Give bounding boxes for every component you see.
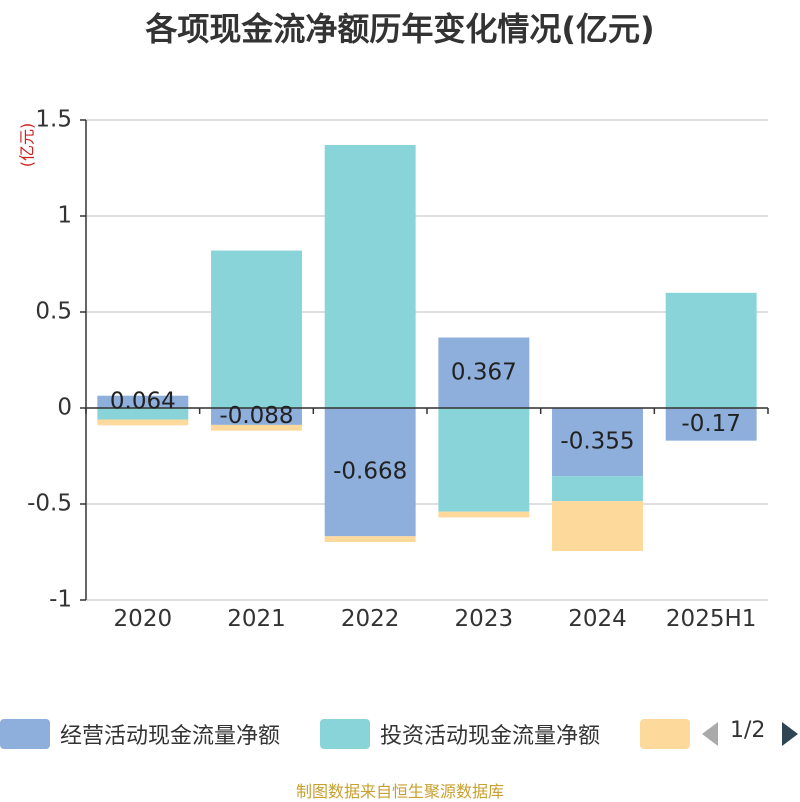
bar-series3-2023 [438, 511, 530, 518]
data-label: 0.064 [110, 388, 176, 414]
legend-item-2[interactable]: 投资活动现金流量净额 [320, 714, 600, 754]
label-layer: 0.064 -0.088 -0.668 0.367 -0.355 -0.17 [110, 359, 741, 484]
x-tick-label: 2025H1 [666, 606, 756, 632]
legend-label: 经营活动现金流量净额 [60, 724, 281, 749]
y-tick-label: -0.5 [27, 491, 72, 517]
bar-series1-2025H1 [665, 408, 757, 441]
bar-series1-2020 [97, 395, 189, 408]
x-tick-label: 2022 [341, 606, 400, 632]
bar-series1-2022 [324, 408, 416, 537]
data-label: -0.17 [681, 411, 741, 437]
legend: 经营活动现金流量净额 投资活动现金流量净额 [0, 714, 800, 754]
bar-series1-2021 [211, 408, 302, 425]
bar-series2-2021 [211, 250, 302, 408]
bar-series2-2020 [97, 408, 189, 420]
legend-label: 投资活动现金流量净额 [380, 724, 601, 749]
bar-layer [97, 144, 757, 552]
y-axis-unit: (亿元) [18, 123, 37, 168]
legend-swatch [640, 719, 690, 749]
y-tick-label: 1.5 [35, 107, 72, 133]
x-tick-label: 2020 [114, 606, 173, 632]
pager-prev-icon[interactable] [702, 722, 718, 746]
data-label: -0.355 [560, 429, 634, 455]
bar-series2-2022 [324, 144, 416, 408]
y-tick-label: 0 [57, 395, 72, 421]
legend-item-1[interactable]: 经营活动现金流量净额 [0, 714, 280, 754]
legend-swatch [320, 719, 370, 749]
bar-series3-2024 [552, 501, 643, 552]
data-label: 0.367 [451, 359, 517, 385]
x-tick-label: 2024 [568, 606, 627, 632]
legend-pager: 1/2 [700, 716, 800, 752]
y-tick-label: 1 [57, 203, 72, 229]
chart-title: 各项现金流净额历年变化情况(亿元) [145, 10, 655, 48]
bar-series3-2020 [97, 419, 189, 426]
bar-series1-2024 [552, 408, 643, 477]
axis-layer: -1 -0.5 0 0.5 1 1.5 2020 2021 2022 2023 2024 2025H1 [27, 107, 769, 632]
bar-series1-2023 [438, 337, 530, 408]
bar-series2-2024 [552, 476, 643, 502]
data-label: -0.668 [333, 459, 407, 485]
bar-series3-2022 [324, 536, 416, 543]
data-label: -0.088 [219, 403, 293, 429]
source-note: 制图数据来自恒生聚源数据库 [295, 782, 504, 801]
bar-series2-2025H1 [665, 292, 757, 408]
pager-next-icon[interactable] [782, 722, 798, 746]
bar-series3-2021 [211, 424, 302, 431]
y-tick-label: -1 [49, 587, 72, 613]
legend-swatch [0, 719, 50, 749]
pager-text: 1/2 [730, 718, 766, 743]
y-tick-label: 0.5 [35, 299, 72, 325]
legend-item-3[interactable] [640, 714, 700, 754]
bar-series2-2023 [438, 408, 530, 512]
x-tick-label: 2021 [227, 606, 286, 632]
x-tick-label: 2023 [455, 606, 514, 632]
